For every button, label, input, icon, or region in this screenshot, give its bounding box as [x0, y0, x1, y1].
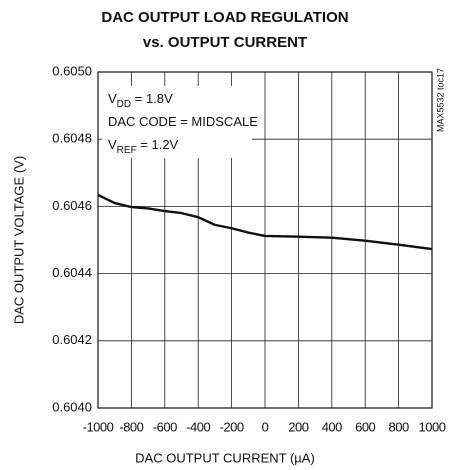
annotation-part: = 1.2V — [137, 137, 179, 152]
annotation-part: = 1.8V — [131, 91, 173, 106]
chart-title: DAC OUTPUT LOAD REGULATION — [101, 9, 348, 26]
data-line — [97, 193, 433, 251]
y-tick-label: 0.6048 — [52, 131, 92, 146]
x-tick-label: 0 — [262, 419, 269, 434]
x-tick-label: -1000 — [83, 419, 114, 434]
x-tick-label: 400 — [322, 419, 342, 434]
annotation: DAC CODE = MIDSCALE — [108, 114, 258, 129]
y-axis-label: DAC OUTPUT VOLTAGE (V) — [11, 156, 26, 324]
annotation-part: DD — [117, 99, 131, 110]
annotation-part: DAC CODE = MIDSCALE — [108, 114, 258, 129]
annotation-part: V — [108, 91, 117, 106]
x-tick-label: 1000 — [419, 419, 446, 434]
side-note: MAX5532 toc17 — [435, 68, 445, 132]
annotation-part: REF — [117, 145, 137, 156]
x-tick-label: -600 — [153, 419, 177, 434]
y-tick-label: 0.6042 — [52, 332, 92, 347]
x-tick-label: -200 — [220, 419, 244, 434]
annotation: VREF = 1.2V — [108, 137, 179, 155]
x-tick-label: -800 — [119, 419, 143, 434]
y-tick-label: 0.6040 — [52, 399, 92, 414]
y-tick-label: 0.6044 — [52, 265, 92, 280]
annotation-box — [102, 86, 252, 158]
x-tick-label: 800 — [388, 419, 408, 434]
x-tick-label: 200 — [288, 419, 308, 434]
x-tick-label: 600 — [355, 419, 375, 434]
annotation-part: V — [108, 137, 117, 152]
x-tick-label: -400 — [186, 419, 210, 434]
y-tick-label: 0.6046 — [52, 198, 92, 213]
x-axis-label: DAC OUTPUT CURRENT (µA) — [135, 450, 315, 465]
annotation: VDD = 1.8V — [108, 91, 173, 109]
y-tick-label: 0.6050 — [52, 63, 92, 78]
chart-title: vs. OUTPUT CURRENT — [143, 34, 307, 51]
plot-frame — [97, 71, 433, 409]
